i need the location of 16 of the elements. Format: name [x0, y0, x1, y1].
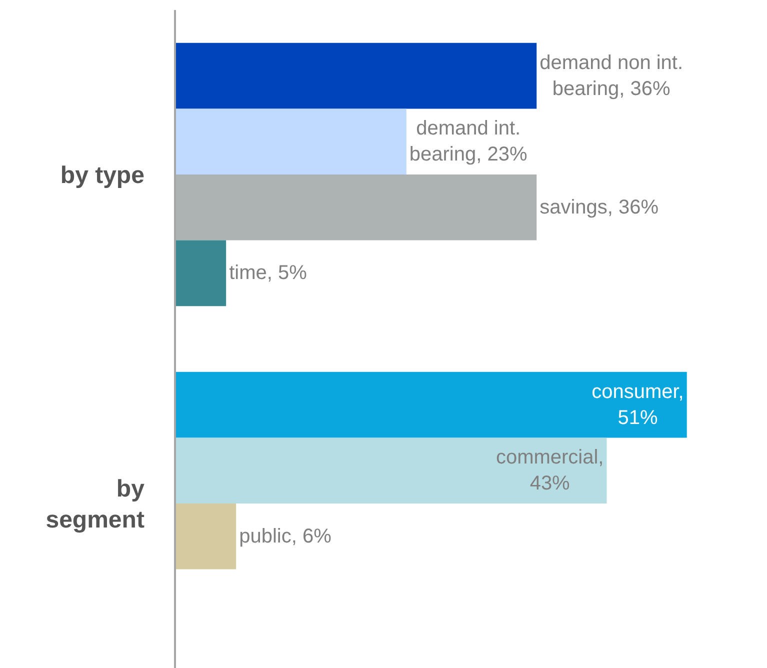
bar [176, 174, 537, 240]
y-tick-label: by segment [46, 475, 146, 534]
data-label: demand int. bearing, 23% [409, 118, 528, 166]
y-tick-label: by type [60, 162, 144, 189]
data-label: time, 5% [229, 262, 308, 284]
bar [176, 438, 607, 504]
bar [176, 240, 226, 306]
data-label: demand non int. bearing, 36% [540, 52, 684, 100]
bar [176, 372, 687, 438]
data-label: commercial, 43% [496, 446, 604, 495]
data-label: savings, 36% [540, 196, 659, 218]
data-label: public, 6% [239, 525, 332, 548]
bar [176, 108, 406, 174]
bar [176, 504, 236, 570]
bar [176, 42, 537, 109]
data-label: consumer, 51% [592, 380, 684, 429]
